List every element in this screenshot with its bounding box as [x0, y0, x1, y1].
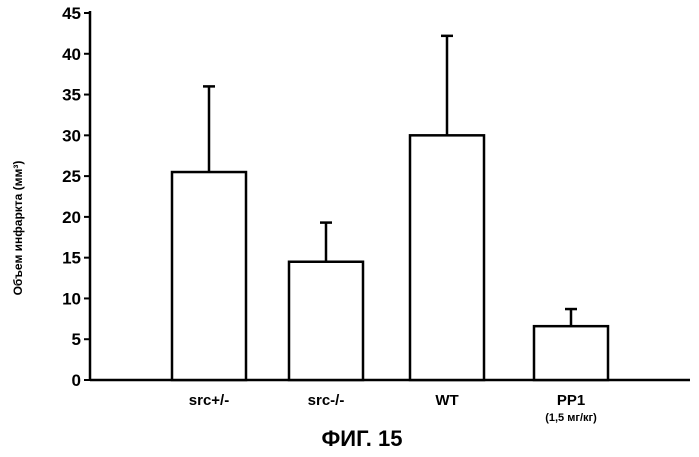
y-axis-ticks: 0 5 10 15 20 25 30 35 40 45 — [62, 4, 90, 390]
x-tick-label: src+/- — [189, 392, 229, 409]
y-tick-label: 10 — [62, 289, 81, 308]
bar-2 — [289, 262, 363, 380]
x-tick-label: src-/- — [308, 392, 345, 409]
y-tick-label: 0 — [72, 371, 81, 390]
figure-caption: ФИГ. 15 — [321, 426, 402, 451]
y-tick-label: 5 — [72, 330, 81, 349]
error-bars — [203, 36, 577, 326]
bars — [172, 135, 608, 380]
x-tick-sublabel: (1,5 мг/кг) — [545, 412, 597, 424]
y-axis-label: Объем инфаркта (мм³) — [11, 161, 25, 296]
bar-4 — [534, 326, 608, 380]
y-tick-label: 30 — [62, 126, 81, 145]
bar-1 — [172, 172, 246, 380]
y-tick-label: 25 — [62, 167, 81, 186]
bar-3 — [410, 135, 484, 380]
x-axis-labels: src+/- src-/- WT PP1 (1,5 мг/кг) — [189, 392, 597, 424]
x-tick-label: WT — [435, 392, 458, 409]
y-tick-label: 20 — [62, 208, 81, 227]
x-tick-label: PP1 — [557, 392, 585, 409]
y-tick-label: 40 — [62, 45, 81, 64]
y-tick-label: 35 — [62, 86, 81, 105]
y-tick-label: 15 — [62, 249, 81, 268]
y-tick-label: 45 — [62, 4, 81, 23]
